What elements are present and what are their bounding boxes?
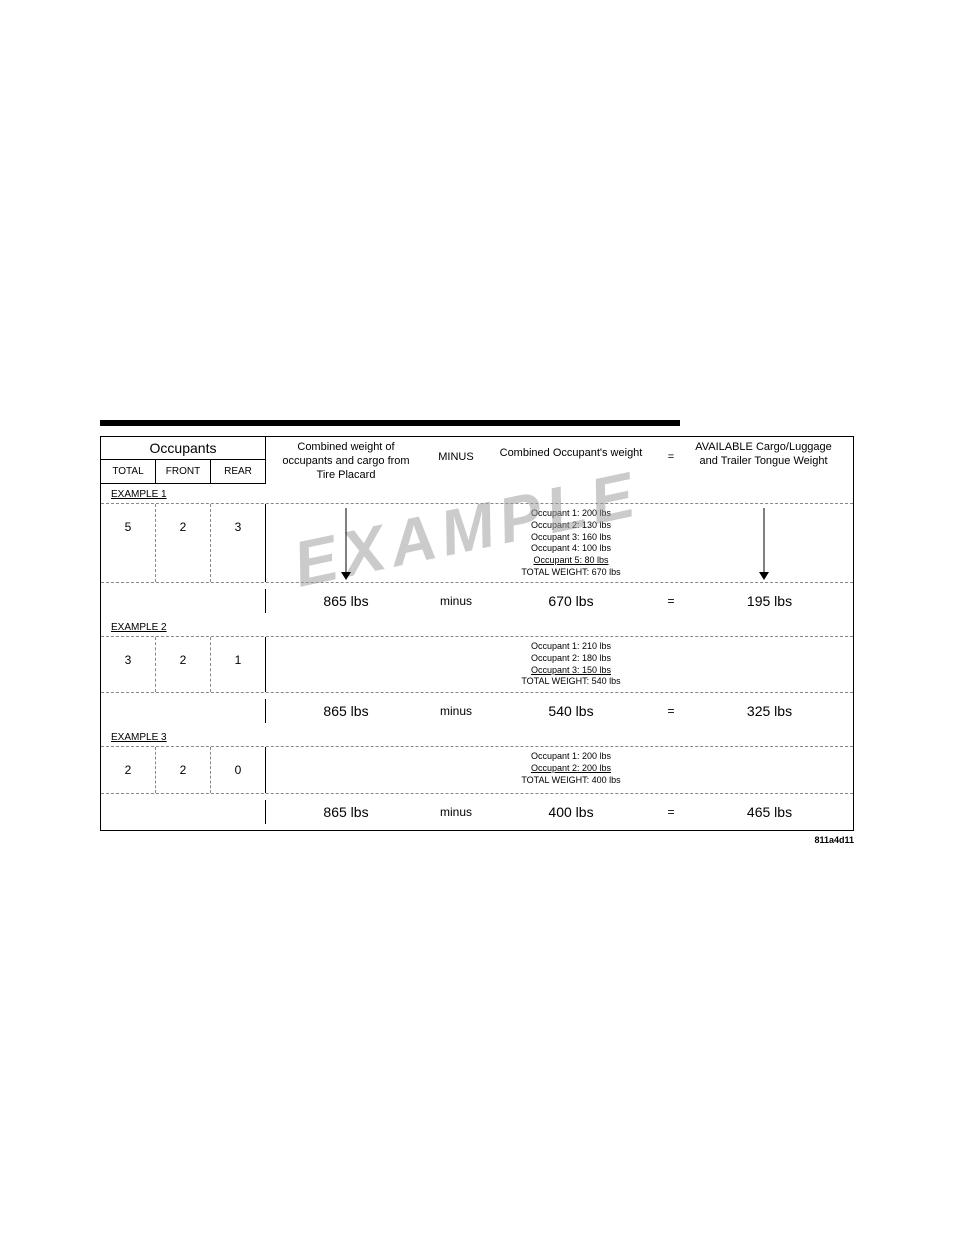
breakdown-total: TOTAL WEIGHT: 540 lbs — [486, 676, 656, 688]
figure-id: 811a4d11 — [100, 831, 854, 845]
down-arrow-line — [346, 508, 347, 578]
example-table: EXAMPLE Occupants TOTAL FRONT REAR Combi… — [100, 436, 854, 831]
cargo-arrow-area — [266, 637, 426, 692]
breakdown-line: Occupant 2: 180 lbs — [486, 653, 656, 665]
breakdown-line: Occupant 1: 200 lbs — [486, 508, 656, 520]
result-eq: = — [656, 805, 686, 819]
occupant-cell-total: 5 — [101, 504, 156, 582]
examples-host: EXAMPLE 1523Occupant 1: 200 lbsOccupant … — [101, 486, 853, 830]
down-arrow-line — [763, 508, 764, 578]
example-data-row: 523 Occupant 1: 200 lbsOccupant 2: 130 lb… — [101, 504, 853, 583]
down-arrow-head — [341, 572, 351, 580]
occupants-title: Occupants — [101, 437, 265, 460]
result-cargo: 865 lbs — [266, 593, 426, 609]
example-data-row: 321 Occupant 1: 210 lbsOccupant 2: 180 lb… — [101, 637, 853, 693]
result-available: 325 lbs — [686, 703, 853, 719]
result-row: 865 lbsminus400 lbs=465 lbs — [101, 794, 853, 830]
example-label: EXAMPLE 2 — [101, 619, 853, 637]
breakdown-line: Occupant 3: 150 lbs — [486, 665, 656, 677]
result-occ-spacer — [101, 589, 266, 613]
example-label: EXAMPLE 3 — [101, 729, 853, 747]
cargo-arrow-area — [266, 747, 426, 793]
down-arrow-head — [759, 572, 769, 580]
minus-spacer — [426, 504, 486, 582]
occupant-cells: 321 — [101, 637, 266, 692]
top-rule — [100, 420, 680, 426]
result-row: 865 lbsminus670 lbs=195 lbs — [101, 583, 853, 619]
breakdown-line: Occupant 3: 160 lbs — [486, 532, 656, 544]
result-occ-spacer — [101, 699, 266, 723]
occupants-header: Occupants TOTAL FRONT REAR — [101, 437, 266, 484]
occupant-cell-front: 2 — [156, 747, 211, 793]
eq-spacer — [656, 637, 686, 692]
breakdown-line: Occupant 2: 200 lbs — [486, 763, 656, 775]
occupant-cell-total: 3 — [101, 637, 156, 692]
result-cargo: 865 lbs — [266, 703, 426, 719]
occupant-breakdown: Occupant 1: 210 lbsOccupant 2: 180 lbsOc… — [486, 637, 656, 692]
header-row: Occupants TOTAL FRONT REAR Combined weig… — [101, 437, 853, 486]
col-total: TOTAL — [101, 460, 156, 483]
result-available: 195 lbs — [686, 593, 853, 609]
available-arrow-area — [686, 504, 841, 582]
result-eq: = — [656, 594, 686, 608]
col-eq-header: = — [656, 437, 686, 477]
eq-spacer — [656, 504, 686, 582]
breakdown-line: Occupant 1: 200 lbs — [486, 751, 656, 763]
occupant-cell-front: 2 — [156, 637, 211, 692]
example-label: EXAMPLE 1 — [101, 486, 853, 504]
breakdown-total: TOTAL WEIGHT: 400 lbs — [486, 775, 656, 787]
result-occ-spacer — [101, 800, 266, 824]
occupant-breakdown: Occupant 1: 200 lbsOccupant 2: 200 lbsTO… — [486, 747, 656, 793]
breakdown-total: TOTAL WEIGHT: 670 lbs — [486, 567, 656, 579]
example-block: EXAMPLE 2321Occupant 1: 210 lbsOccupant … — [101, 619, 853, 729]
occupant-cells: 523 — [101, 504, 266, 582]
occupant-breakdown: Occupant 1: 200 lbsOccupant 2: 130 lbsOc… — [486, 504, 656, 582]
result-minus: minus — [426, 805, 486, 819]
result-minus: minus — [426, 594, 486, 608]
example-block: EXAMPLE 1523Occupant 1: 200 lbsOccupant … — [101, 486, 853, 619]
result-cargo: 865 lbs — [266, 804, 426, 820]
breakdown-line: Occupant 1: 210 lbs — [486, 641, 656, 653]
occupant-cell-rear: 0 — [211, 747, 265, 793]
result-available: 465 lbs — [686, 804, 853, 820]
available-arrow-area — [686, 637, 841, 692]
result-combined: 540 lbs — [486, 703, 656, 719]
figure-container: EXAMPLE Occupants TOTAL FRONT REAR Combi… — [100, 420, 854, 845]
col-combined-header: Combined Occupant's weight — [486, 437, 656, 471]
example-data-row: 220Occupant 1: 200 lbsOccupant 2: 200 lb… — [101, 747, 853, 794]
result-combined: 670 lbs — [486, 593, 656, 609]
col-front: FRONT — [156, 460, 211, 483]
col-minus-header: MINUS — [426, 437, 486, 477]
result-minus: minus — [426, 704, 486, 718]
minus-spacer — [426, 637, 486, 692]
result-eq: = — [656, 704, 686, 718]
result-row: 865 lbsminus540 lbs=325 lbs — [101, 693, 853, 729]
occupant-cell-rear: 3 — [211, 504, 265, 582]
breakdown-line: Occupant 2: 130 lbs — [486, 520, 656, 532]
example-block: EXAMPLE 3220Occupant 1: 200 lbsOccupant … — [101, 729, 853, 830]
breakdown-line: Occupant 4: 100 lbs — [486, 543, 656, 555]
col-available-header: AVAILABLE Cargo/Luggage and Trailer Tong… — [686, 437, 841, 473]
result-combined: 400 lbs — [486, 804, 656, 820]
col-rear: REAR — [211, 460, 265, 483]
occupant-cell-rear: 1 — [211, 637, 265, 692]
occupant-cells: 220 — [101, 747, 266, 793]
col-cargo-header: Combined weight of occupants and cargo f… — [266, 437, 426, 486]
cargo-arrow-area — [266, 504, 426, 582]
available-arrow-area — [686, 747, 841, 793]
breakdown-line: Occupant 5: 80 lbs — [486, 555, 656, 567]
eq-spacer — [656, 747, 686, 793]
minus-spacer — [426, 747, 486, 793]
occupant-cell-total: 2 — [101, 747, 156, 793]
occupant-cell-front: 2 — [156, 504, 211, 582]
occupants-subheader: TOTAL FRONT REAR — [101, 460, 265, 483]
